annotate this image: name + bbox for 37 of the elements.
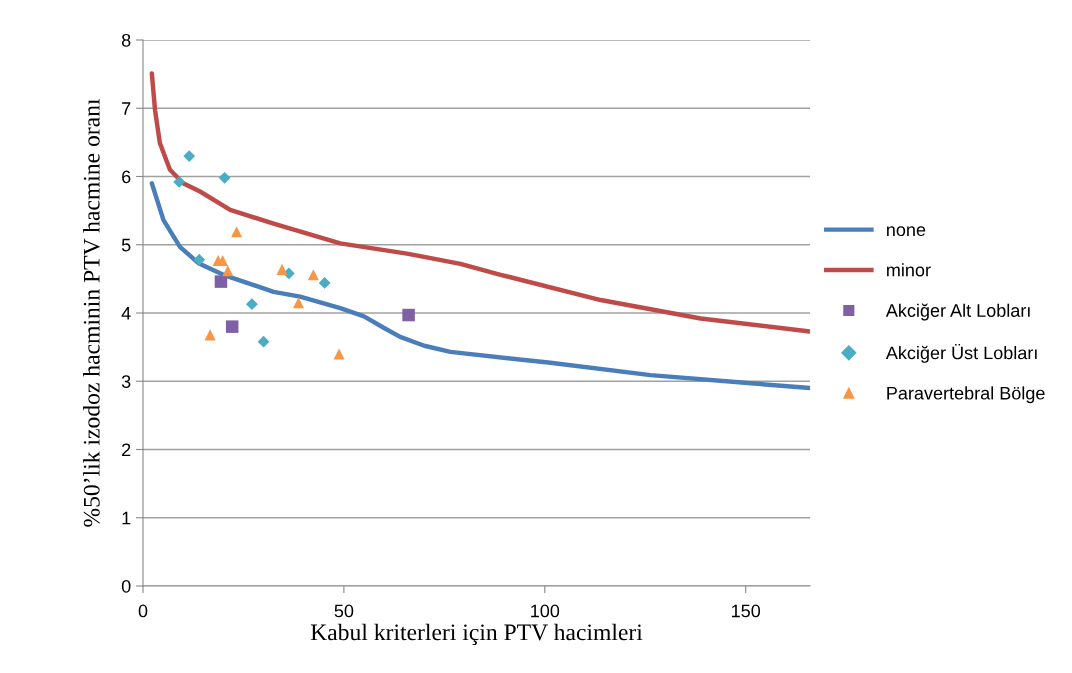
y-tick-label: 5 xyxy=(121,238,131,252)
y-tick-label: 0 xyxy=(121,579,131,593)
point xyxy=(257,335,270,348)
point xyxy=(225,320,239,333)
legend-label: Akciğer Üst Lobları xyxy=(885,343,1037,363)
y-tick-label: 8 xyxy=(121,33,131,47)
point xyxy=(402,308,415,322)
point xyxy=(333,348,345,360)
point xyxy=(276,263,288,275)
y-axis-title: %50’lik izodoz hacminin PTV hacmine oranı xyxy=(83,98,100,527)
line-series xyxy=(149,181,810,391)
legend-label: none xyxy=(887,226,926,237)
point xyxy=(318,277,331,289)
legend-label: minor xyxy=(887,263,931,277)
legend-label: Akciğer Alt Lobları xyxy=(885,303,1030,321)
y-tick-label: 3 xyxy=(121,375,131,388)
point xyxy=(246,298,258,311)
point xyxy=(214,275,228,288)
point xyxy=(292,297,305,309)
legend-label: Paravertebral Bölge xyxy=(887,386,1045,404)
x-tick-label: 100 xyxy=(531,604,560,618)
x-axis-title: Kabul kriterleri için PTV hacimleri xyxy=(310,623,643,646)
point xyxy=(218,171,231,184)
x-tick-label: 150 xyxy=(732,604,761,618)
line-series xyxy=(149,71,810,334)
y-tick-label: 2 xyxy=(122,443,131,457)
point xyxy=(173,176,186,188)
point xyxy=(204,329,216,341)
point xyxy=(193,253,206,266)
y-tick-label: 7 xyxy=(122,102,131,115)
x-tick-label: 50 xyxy=(334,604,354,618)
point xyxy=(231,226,243,238)
y-tick-label: 4 xyxy=(121,307,131,320)
point xyxy=(183,150,196,162)
y-tick-label: 6 xyxy=(122,170,131,184)
y-tick-label: 1 xyxy=(122,511,131,525)
x-tick-label: 0 xyxy=(138,604,148,618)
